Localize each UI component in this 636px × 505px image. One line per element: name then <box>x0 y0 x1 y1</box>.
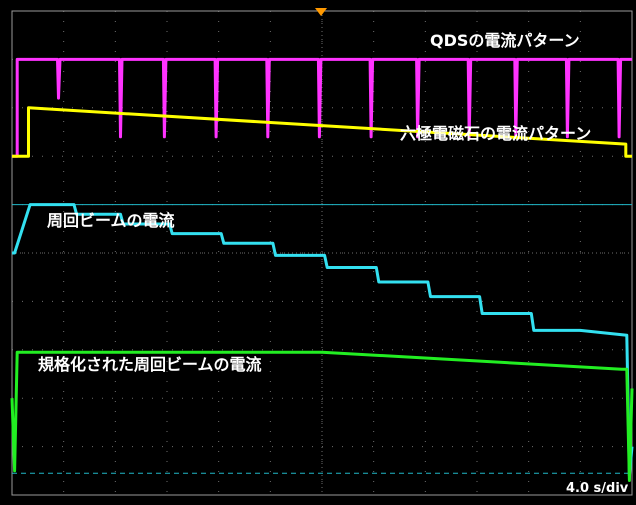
beam-trace <box>12 203 634 478</box>
traces <box>10 57 634 482</box>
hexapole-label: 六極電磁石の電流パターン <box>400 124 591 143</box>
qds-label: QDSの電流パターン <box>430 31 580 50</box>
normalized-trace <box>10 350 634 482</box>
beam-label: 周回ビームの電流 <box>47 211 175 230</box>
trigger-marker <box>315 8 327 16</box>
cursor-lines <box>12 204 632 474</box>
qds-trace <box>12 57 632 158</box>
normalized-beam-label: 規格化された周回ビームの電流 <box>38 355 262 374</box>
time-scale-label: 4.0 s/div <box>566 481 629 496</box>
hexapole-trace <box>12 106 632 158</box>
